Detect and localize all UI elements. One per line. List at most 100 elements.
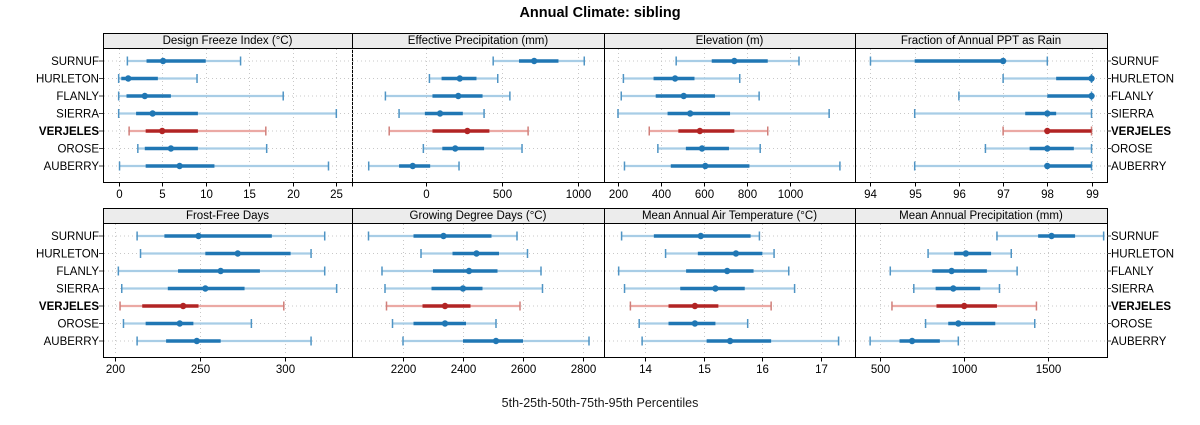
median-dot xyxy=(464,127,471,135)
series-verjeles xyxy=(629,301,772,311)
series-hurleton xyxy=(139,249,312,258)
figure-title: Annual Climate: sibling xyxy=(519,5,681,21)
panel-strip-label: Mean Annual Air Temperature (°C) xyxy=(642,210,817,222)
panel-strip-label: Mean Annual Precipitation (mm) xyxy=(899,210,1063,222)
series-orose xyxy=(122,319,253,328)
series-hurleton xyxy=(428,74,499,83)
series-hurleton xyxy=(927,249,1012,258)
median-dot xyxy=(1044,110,1051,117)
series-flanly xyxy=(117,91,284,101)
series-hurleton xyxy=(1002,74,1095,83)
series-verjeles xyxy=(648,126,769,136)
median-dot xyxy=(723,267,731,275)
median-dot xyxy=(691,320,699,327)
median-dot xyxy=(731,57,738,65)
series-auberry xyxy=(913,161,1093,171)
median-dot xyxy=(712,285,719,292)
median-dot xyxy=(726,337,734,345)
series-sierra xyxy=(623,284,796,293)
axis-tick-label: 95 xyxy=(909,189,922,201)
series-verjeles xyxy=(119,301,285,311)
median-dot xyxy=(441,320,449,327)
station-label-right-surnuf: SURNUF xyxy=(1111,56,1159,68)
station-label-left-surnuf: SURNUF xyxy=(51,231,99,243)
series-sierra xyxy=(617,109,830,118)
axis-tick-label: 600 xyxy=(695,189,714,201)
panel-plot-area xyxy=(855,48,1108,183)
median-dot xyxy=(234,250,241,257)
series-auberry xyxy=(136,336,312,346)
station-label-right-orose: OROSE xyxy=(1111,319,1153,331)
axis-tick-label: 1000 xyxy=(778,189,804,201)
station-label-left-hurleton: HURLETON xyxy=(36,74,99,86)
median-dot xyxy=(1088,92,1095,100)
axis-tick-label: 2200 xyxy=(391,364,417,376)
median-dot xyxy=(697,232,704,240)
panel-plot-area xyxy=(352,223,605,358)
station-label-left-sierra: SIERRA xyxy=(56,284,99,296)
panel-strip-label: Frost-Free Days xyxy=(186,210,269,222)
median-dot xyxy=(530,57,538,65)
axis-tick-label: 1000 xyxy=(566,189,592,201)
axis-tick-label: 16 xyxy=(756,364,769,376)
panel-effective-precipitation-mm: Effective Precipitation (mm) 0 500 1000 xyxy=(352,33,605,201)
series-surnuf xyxy=(869,56,1049,66)
median-dot xyxy=(440,232,447,240)
axis-tick-label: 14 xyxy=(639,364,652,376)
axis-tick-label: 97 xyxy=(997,189,1010,201)
station-label-right-auberry: AUBERRY xyxy=(1111,336,1167,348)
series-flanly xyxy=(889,266,1018,276)
series-sierra xyxy=(913,109,1093,118)
axis-tick-label: 96 xyxy=(953,189,966,201)
station-label-right-orose: OROSE xyxy=(1111,144,1153,156)
median-dot xyxy=(961,302,968,310)
axis-tick-label: 500 xyxy=(871,364,890,376)
station-label-right-verjeles: VERJELES xyxy=(1111,301,1171,313)
panel-fraction-of-annual-ppt-as-rain: Fraction of Annual PPT as Rain 94 95 96 97 98… xyxy=(855,33,1111,201)
axis-tick-label: 15 xyxy=(698,364,711,376)
series-auberry xyxy=(869,336,960,346)
axis-tick-label: 2400 xyxy=(451,364,477,376)
station-label-right-auberry: AUBERRY xyxy=(1111,161,1167,173)
series-auberry xyxy=(402,336,590,346)
series-auberry xyxy=(623,161,841,171)
median-dot xyxy=(456,75,463,82)
axis-tick-label: 5 xyxy=(159,189,165,201)
axis-tick-label: 0 xyxy=(116,189,122,201)
axis-tick-label: 94 xyxy=(864,189,877,201)
panel-plot-area xyxy=(855,223,1108,358)
station-label-right-flanly: FLANLY xyxy=(1111,91,1154,103)
series-auberry xyxy=(367,161,460,171)
panel-plot-area xyxy=(103,223,353,358)
median-dot xyxy=(702,162,709,170)
median-dot xyxy=(1044,127,1051,135)
series-orose xyxy=(137,144,268,153)
series-orose xyxy=(638,319,749,328)
median-dot xyxy=(176,320,183,327)
median-dot xyxy=(1088,75,1095,82)
series-verjeles xyxy=(891,301,1038,311)
median-dot xyxy=(409,162,416,170)
panel-strip-label: Elevation (m) xyxy=(696,35,764,47)
axis-tick-label: 500 xyxy=(493,189,512,201)
series-flanly xyxy=(117,266,326,276)
series-auberry xyxy=(118,161,330,171)
station-label-left-sierra: SIERRA xyxy=(56,109,99,121)
axis-tick-label: 15 xyxy=(243,189,256,201)
series-surnuf xyxy=(996,231,1105,241)
median-dot xyxy=(441,302,449,310)
series-surnuf xyxy=(126,56,242,66)
station-label-right-surnuf: SURNUF xyxy=(1111,231,1159,243)
series-verjeles xyxy=(385,301,521,311)
series-hurleton xyxy=(420,249,529,258)
axis-tick-label: 98 xyxy=(1041,189,1054,201)
median-dot xyxy=(195,232,202,240)
axis-tick-label: 1500 xyxy=(1036,364,1062,376)
series-verjeles xyxy=(388,126,529,136)
median-dot xyxy=(696,127,704,135)
median-dot xyxy=(176,162,183,170)
axis-tick-label: 200 xyxy=(609,189,628,201)
median-dot xyxy=(159,127,166,135)
axis-tick-label: 300 xyxy=(276,364,295,376)
